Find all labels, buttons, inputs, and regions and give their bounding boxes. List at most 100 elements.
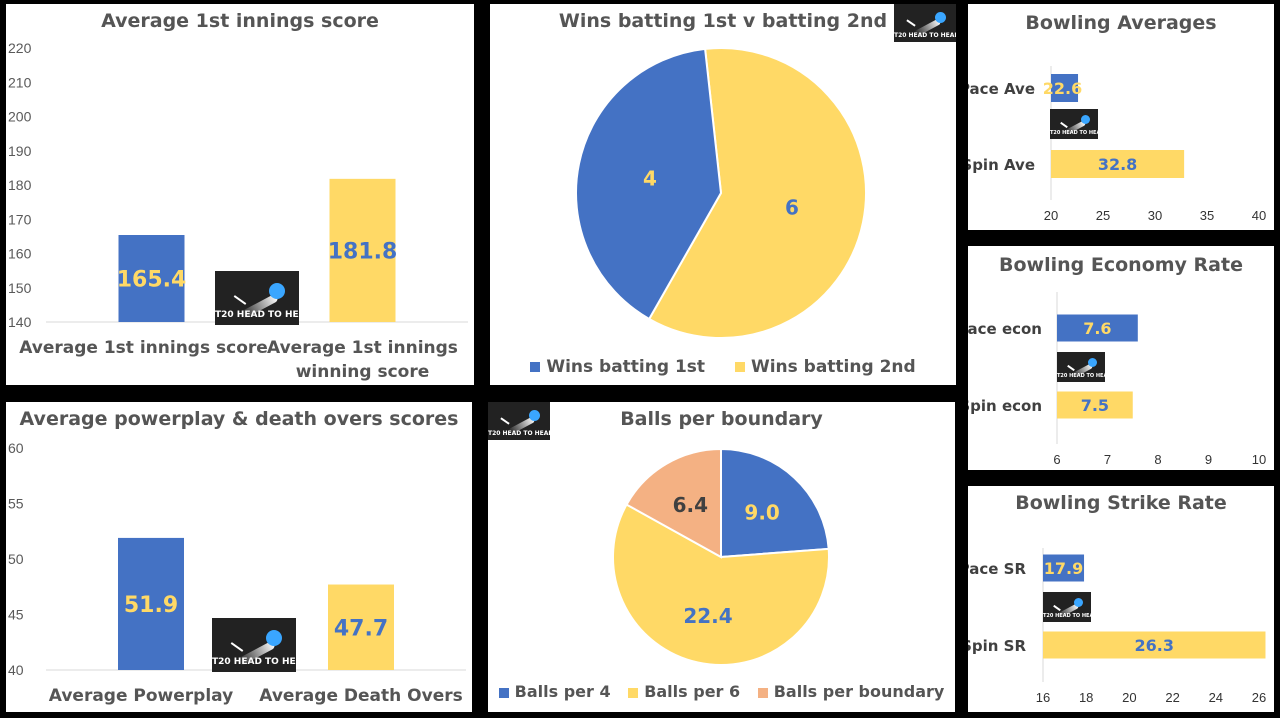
y-tick-label: 190	[8, 143, 32, 159]
logo: T20 HEAD TO HEAD	[1057, 352, 1112, 382]
category-label: Average Powerplay	[49, 686, 233, 706]
bar	[118, 235, 185, 322]
category-label: Pace Ave	[968, 80, 1035, 98]
data-label: 7.5	[1081, 396, 1109, 415]
logo-text: T20 HEAD TO HEAD	[894, 32, 956, 39]
x-tick-label: 30	[1148, 208, 1162, 223]
category-label: Pace econ	[968, 320, 1042, 338]
panel-economy: Bowling Economy Rate 6 7 8 9 10 7.6 Pace econ 7…	[968, 246, 1274, 470]
data-label: 17.9	[1044, 559, 1083, 578]
legend-label: Balls per 4	[514, 682, 611, 701]
logo-text: T20 HEAD TO HEAD	[212, 657, 311, 667]
y-tick-label: 210	[8, 74, 32, 90]
x-tick-label: 7	[1104, 452, 1111, 467]
y-tick-label: 45	[8, 607, 24, 623]
bar	[1051, 74, 1079, 102]
legend-item: Balls per 6	[628, 682, 740, 701]
x-tick-label: 22	[1165, 690, 1179, 705]
legend-label: Balls per boundary	[773, 682, 945, 701]
bar	[1051, 150, 1185, 178]
x-tick-label: 20	[1044, 208, 1058, 223]
logo-text: T20 HEAD TO HEAD	[215, 310, 314, 320]
bar	[1057, 391, 1133, 419]
logo-text: T20 HEAD TO HEAD	[488, 430, 554, 437]
y-tick-label: 170	[8, 211, 32, 227]
chart-title: Balls per boundary	[620, 408, 823, 430]
panel-first-innings: Average 1st innings score 140 150 160 170 18…	[6, 4, 474, 385]
legend-item: Balls per boundary	[757, 682, 945, 701]
category-label: Spin econ	[968, 397, 1042, 415]
category-label: Spin Ave	[968, 156, 1035, 174]
chart-strike-rate: 16 18 20 22 24 26 17.9 Pace SR 26.3 Spin SR	[968, 548, 1266, 705]
x-tick-label: 25	[1096, 208, 1110, 223]
bar	[118, 537, 184, 670]
x-tick-label: 9	[1205, 452, 1212, 467]
chart-title: Average 1st innings score	[101, 10, 379, 32]
chart-economy: 6 7 8 9 10 7.6 Pace econ 7.5 Spin econ	[968, 292, 1266, 467]
panel-strike-rate: Bowling Strike Rate 16 18 20 22 24 26 17.9 Pace…	[968, 486, 1274, 712]
x-tick-label: 24	[1209, 690, 1223, 705]
pie-slice	[647, 47, 867, 339]
chart-title: Average powerplay & death overs scores	[19, 408, 459, 430]
category-label: Pace SR	[968, 560, 1026, 578]
data-label: 6	[785, 196, 799, 220]
y-tick-label: 40	[8, 662, 24, 678]
legend-label: Balls per 6	[644, 682, 741, 701]
data-label: 4	[643, 166, 657, 190]
pie-slice	[625, 447, 722, 559]
y-tick-label: 180	[8, 177, 32, 193]
chart-title: Wins batting 1st v batting 2nd	[558, 10, 888, 32]
chart-bowling-ave: 20 25 30 35 40 22.6 Pace Ave 32.8 Spin Ave	[968, 66, 1266, 223]
bar	[1043, 631, 1266, 659]
chart-title: Bowling Strike Rate	[1015, 492, 1227, 514]
data-label: 7.6	[1083, 319, 1111, 338]
x-tick-label: 35	[1200, 208, 1214, 223]
chart-boundary: 9.0 22.4 6.4	[612, 447, 830, 666]
data-label: 22.6	[1043, 79, 1082, 98]
panel-bowling-ave: Bowling Averages 20 25 30 35 40 22.6 Pace Ave 3…	[968, 4, 1274, 230]
chart-first-innings: 140 150 160 170 180 190 200 210 220 165.4 Average …	[8, 40, 468, 382]
logo: T20 HEAD TO HEAD	[215, 271, 314, 325]
category-label: Spin SR	[968, 637, 1026, 655]
panel-powerplay: Average powerplay & death overs scores 4…	[6, 402, 472, 712]
x-tick-label: 40	[1252, 208, 1266, 223]
logo: T20 HEAD TO HEAD	[488, 402, 554, 440]
bar	[1057, 314, 1138, 342]
logo-text: T20 HEAD TO HEAD	[1050, 130, 1105, 136]
pie-slice	[612, 503, 830, 666]
data-label: 32.8	[1098, 155, 1137, 174]
panel-boundary: Balls per boundary 9.0 22.4 6.4 T20 HEAD T…	[488, 402, 955, 712]
legend: Wins batting 1st Wins batting 2nd	[490, 357, 956, 377]
category-label: Average Death Overs	[259, 686, 462, 706]
bar	[328, 584, 394, 670]
x-tick-label: 10	[1252, 452, 1266, 467]
logo: T20 HEAD TO HEAD	[1050, 109, 1105, 139]
x-tick-label: 16	[1036, 690, 1050, 705]
x-tick-label: 8	[1154, 452, 1161, 467]
data-label: 181.8	[328, 239, 398, 264]
logo: T20 HEAD TO HEAD	[212, 618, 311, 672]
legend-label: Wins batting 1st	[546, 357, 706, 377]
chart-powerplay: 40 45 50 55 60 51.9 Average Powerplay 47.7 Avera…	[8, 440, 466, 706]
y-tick-label: 200	[8, 109, 32, 125]
y-tick-label: 50	[8, 551, 24, 567]
logo-text: T20 HEAD TO HEAD	[1057, 373, 1112, 379]
x-tick-label: 6	[1053, 452, 1060, 467]
pie-slice	[720, 447, 830, 559]
panel-wins: Wins batting 1st v batting 2nd 6 4 T20 HE…	[490, 4, 956, 385]
data-label: 22.4	[683, 604, 732, 628]
legend-item: Wins batting 2nd	[734, 357, 916, 377]
data-label: 26.3	[1134, 636, 1173, 655]
data-label: 9.0	[744, 501, 779, 525]
chart-title: Bowling Averages	[1025, 12, 1217, 34]
legend: Balls per 4 Balls per 6 Balls per bounda…	[488, 682, 955, 701]
data-label: 51.9	[124, 593, 178, 618]
logo: T20 HEAD TO HEAD	[1043, 592, 1098, 622]
pie-slice	[575, 47, 723, 321]
bar	[1043, 554, 1085, 582]
data-label: 47.7	[334, 616, 388, 641]
x-tick-label: 18	[1079, 690, 1093, 705]
legend-item: Balls per 4	[498, 682, 611, 701]
x-tick-label: 20	[1122, 690, 1136, 705]
y-tick-label: 220	[8, 40, 32, 56]
